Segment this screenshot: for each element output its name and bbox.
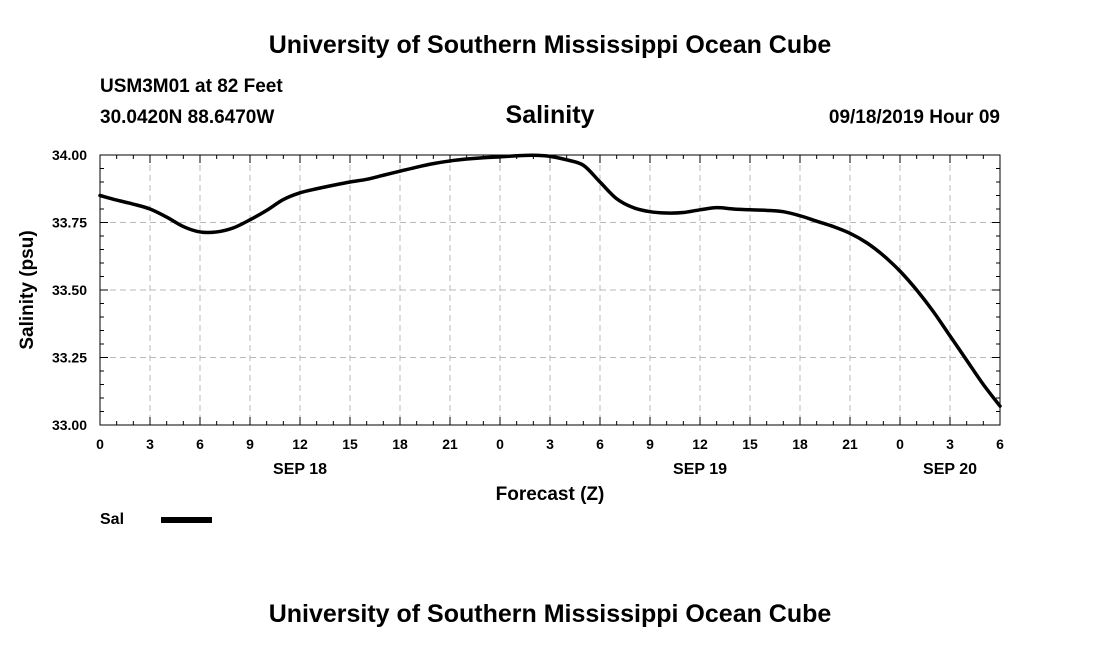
x-tick-label: 21 [442,436,458,452]
x-tick-label: 9 [646,436,654,452]
date-label: SEP 18 [273,461,327,478]
x-tick-label: 12 [692,436,708,452]
x-tick-label: 3 [546,436,554,452]
footer-title: University of Southern Mississippi Ocean… [268,600,832,628]
series-line-sal [98,153,1002,408]
date-label: SEP 20 [923,461,977,478]
x-tick-label: 0 [496,436,504,452]
x-tick-label: 0 [896,436,904,452]
axis-ticks [99,154,1001,426]
grid-lines [100,155,1000,425]
x-tick-label: 6 [196,436,204,452]
x-tick-label: 3 [146,436,154,452]
x-axis-label: Forecast (Z) [496,484,605,505]
x-tick-label: 21 [842,436,858,452]
x-tick-label: 0 [96,436,104,452]
coordinates-label: 30.0420N 88.6470W [100,107,275,128]
y-tick-label: 33.75 [52,215,87,231]
x-tick-label: 15 [342,436,358,452]
x-tick-label: 18 [392,436,408,452]
header-title: University of Southern Mississippi Ocean… [268,31,832,59]
x-tick-label: 15 [742,436,758,452]
legend-label: Sal [100,511,125,528]
x-tick-label: 12 [292,436,308,452]
x-tick-label: 18 [792,436,808,452]
chart-title: Salinity [505,101,595,129]
y-tick-label: 33.25 [52,350,87,366]
axis-tick-labels: 0 3 6 9 12 15 18 21 0 3 6 9 12 15 18 21 0 3 6 33.00 33.25 33.… [52,147,1004,478]
x-tick-label: 6 [596,436,604,452]
y-axis-label: Salinity (psu) [17,230,38,349]
station-label: USM3M01 at 82 Feet [100,76,283,97]
y-tick-label: 33.50 [52,282,87,298]
x-tick-label: 3 [946,436,954,452]
x-tick-label: 9 [246,436,254,452]
legend-swatch [161,517,212,523]
date-label: SEP 19 [673,461,727,478]
x-tick-label: 6 [996,436,1004,452]
y-tick-label: 34.00 [52,147,87,163]
datetime-label: 09/18/2019 Hour 09 [828,107,1000,128]
y-tick-label: 33.00 [52,417,87,433]
series-layer [98,153,1002,408]
